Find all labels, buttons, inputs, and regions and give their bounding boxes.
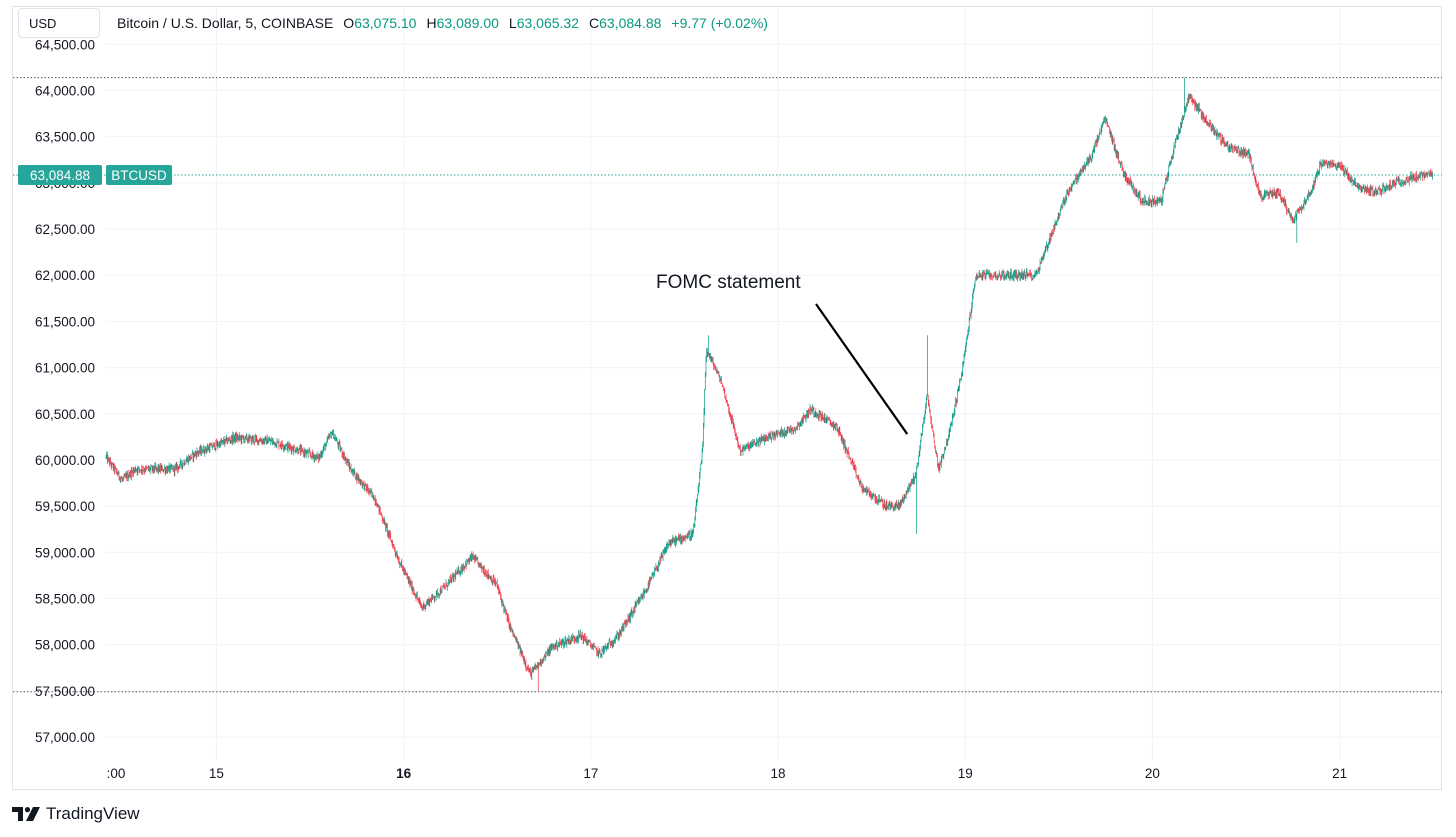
reference-lines bbox=[13, 77, 1442, 693]
y-axis-labels: 57,000.00 57,500.00 58,000.00 58,500.00 59,0… bbox=[35, 37, 95, 745]
open-key: O bbox=[343, 15, 355, 31]
y-tick-label: 60,000.00 bbox=[35, 453, 95, 468]
x-tick-label: 15 bbox=[209, 766, 224, 781]
last-price-box bbox=[18, 165, 102, 186]
tradingview-logo-icon bbox=[12, 807, 40, 821]
last-price-badge: 63,084.88 BTCUSD bbox=[18, 165, 172, 186]
close-key: C bbox=[589, 15, 600, 31]
x-tick-label: 16 bbox=[396, 766, 412, 781]
price-chart[interactable]: 57,000.00 57,500.00 58,000.00 58,500.00 59,0… bbox=[0, 0, 1456, 800]
y-tick-label: 58,500.00 bbox=[35, 591, 95, 606]
annotation-arrow bbox=[815, 303, 909, 435]
low-key: L bbox=[508, 15, 517, 31]
ticker-label: BTCUSD bbox=[111, 168, 167, 183]
y-tick-label: 61,500.00 bbox=[35, 314, 95, 329]
x-tick-label: 17 bbox=[583, 766, 598, 781]
y-tick-label: 57,000.00 bbox=[35, 730, 95, 745]
x-tick-label: 21 bbox=[1332, 766, 1347, 781]
x-axis-labels: :00 15 16 17 18 19 20 21 bbox=[107, 766, 1348, 781]
annotation-label: FOMC statement bbox=[656, 272, 801, 293]
y-tick-label: 62,000.00 bbox=[35, 268, 95, 283]
y-tick-label: 64,000.00 bbox=[35, 84, 95, 99]
x-tick-label: 20 bbox=[1145, 766, 1160, 781]
fomc-annotation: FOMC statement bbox=[656, 272, 909, 435]
y-tick-label: 59,000.00 bbox=[35, 545, 95, 560]
y-tick-label: 57,500.00 bbox=[35, 684, 95, 699]
x-tick-label: 19 bbox=[958, 766, 973, 781]
low-value: 63,065.32 bbox=[516, 15, 579, 31]
x-tick-label: 18 bbox=[771, 766, 786, 781]
grid bbox=[106, 8, 1442, 760]
symbol-title[interactable]: Bitcoin / U.S. Dollar, 5, COINBASE bbox=[117, 15, 334, 31]
chart-header: USD Bitcoin / U.S. Dollar, 5, COINBASE O… bbox=[18, 8, 768, 38]
last-price-value: 63,084.88 bbox=[30, 168, 90, 183]
open-value: 63,075.10 bbox=[354, 15, 417, 31]
candles bbox=[105, 77, 1434, 691]
currency-button[interactable]: USD bbox=[18, 8, 100, 38]
tradingview-branding[interactable]: TradingView bbox=[12, 804, 140, 824]
high-value: 63,089.00 bbox=[436, 15, 499, 31]
change-value: +9.77 (+0.02%) bbox=[671, 15, 768, 31]
close-value: 63,084.88 bbox=[599, 15, 662, 31]
y-tick-label: 60,500.00 bbox=[35, 407, 95, 422]
y-tick-label: 63,500.00 bbox=[35, 130, 95, 145]
chart-frame bbox=[12, 6, 1442, 790]
y-tick-label: 58,000.00 bbox=[35, 638, 95, 653]
y-tick-label: 62,500.00 bbox=[35, 222, 95, 237]
brand-name: TradingView bbox=[46, 804, 140, 823]
y-tick-label: 64,500.00 bbox=[35, 37, 95, 52]
ticker-box bbox=[106, 165, 172, 186]
symbol-legend: Bitcoin / U.S. Dollar, 5, COINBASE O 63,0… bbox=[117, 15, 768, 31]
x-tick-label: :00 bbox=[107, 766, 126, 781]
high-key: H bbox=[426, 15, 437, 31]
y-tick-label: 61,000.00 bbox=[35, 361, 95, 376]
y-tick-label: 59,500.00 bbox=[35, 499, 95, 514]
